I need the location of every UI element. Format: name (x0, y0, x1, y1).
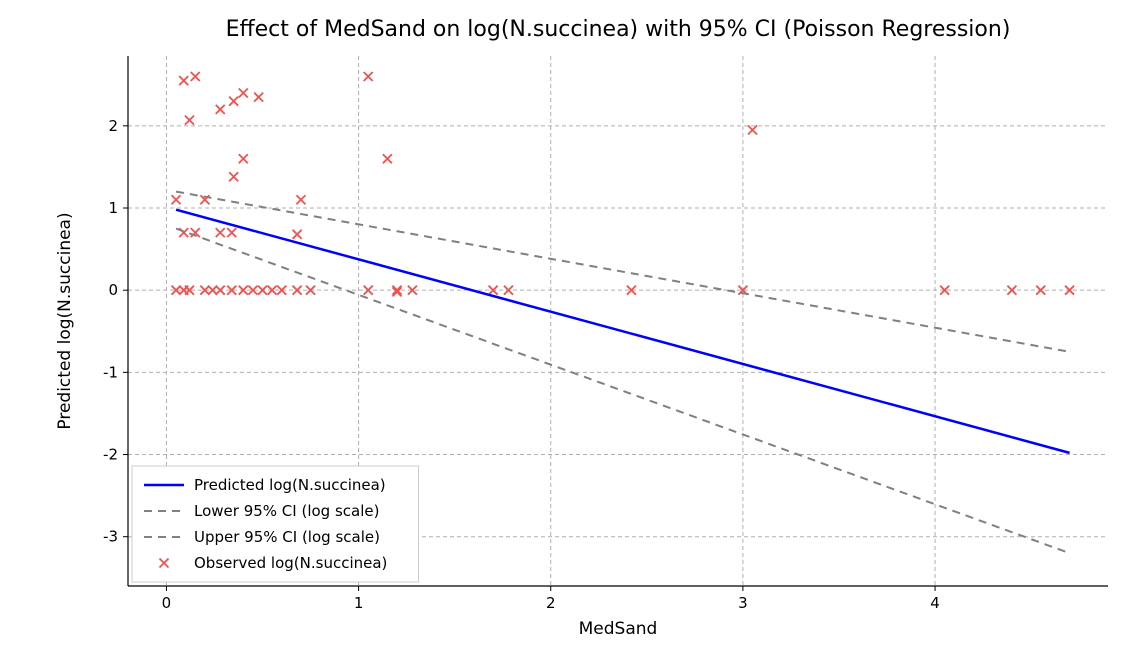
observed-point (239, 88, 248, 97)
observed-point (258, 286, 267, 295)
legend-label: Predicted log(N.succinea) (194, 476, 386, 494)
y-axis-label: Predicted log(N.succinea) (55, 212, 75, 429)
observed-point (239, 154, 248, 163)
observed-point (216, 228, 225, 237)
observed-point (296, 195, 305, 204)
observed-point (172, 195, 181, 204)
observed-point (1036, 286, 1045, 295)
observed-point (293, 230, 302, 239)
legend: Predicted log(N.succinea) Lower 95% CI (l… (132, 466, 419, 582)
observed-point (504, 286, 513, 295)
y-tick-label: -3 (103, 528, 118, 546)
observed-point (383, 154, 392, 163)
observed-point (185, 116, 194, 125)
regression-chart: 0 1 2 3 4 -3 -2 -1 0 1 2 MedSand Predicted log(N.suc… (0, 0, 1144, 666)
y-tick-label: -2 (103, 446, 118, 464)
observed-point (191, 72, 200, 81)
legend-label: Observed log(N.succinea) (194, 554, 387, 572)
observed-point (364, 286, 373, 295)
x-tick-label: 1 (354, 594, 364, 612)
observed-point (216, 105, 225, 114)
y-tick-label: 1 (108, 199, 118, 217)
x-tick-label: 4 (930, 594, 940, 612)
observed-point (227, 228, 236, 237)
observed-point (489, 286, 498, 295)
legend-label: Lower 95% CI (log scale) (194, 502, 379, 520)
observed-point (229, 97, 238, 106)
x-tick-label: 0 (162, 594, 172, 612)
x-tick-label: 2 (546, 594, 556, 612)
observed-point (1007, 286, 1016, 295)
y-tick-label: 0 (108, 281, 118, 299)
legend-label: Upper 95% CI (log scale) (194, 528, 380, 546)
x-axis-label: MedSand (579, 619, 658, 639)
observed-point (254, 93, 263, 102)
observed-point (179, 76, 188, 85)
observed-point (293, 286, 302, 295)
x-tick-label: 3 (738, 594, 748, 612)
upper_ci-line (176, 192, 1070, 352)
y-tick-label: 2 (108, 117, 118, 135)
observed-point (393, 287, 402, 296)
y-tick-label: -1 (103, 363, 118, 381)
observed-point (216, 286, 225, 295)
chart-title: Effect of MedSand on log(N.succinea) wit… (226, 17, 1011, 42)
observed-point (229, 172, 238, 181)
observed-point (393, 286, 402, 295)
observed-point (748, 125, 757, 134)
chart-container: 0 1 2 3 4 -3 -2 -1 0 1 2 MedSand Predicted log(N.suc… (0, 0, 1144, 666)
observed-point (364, 72, 373, 81)
